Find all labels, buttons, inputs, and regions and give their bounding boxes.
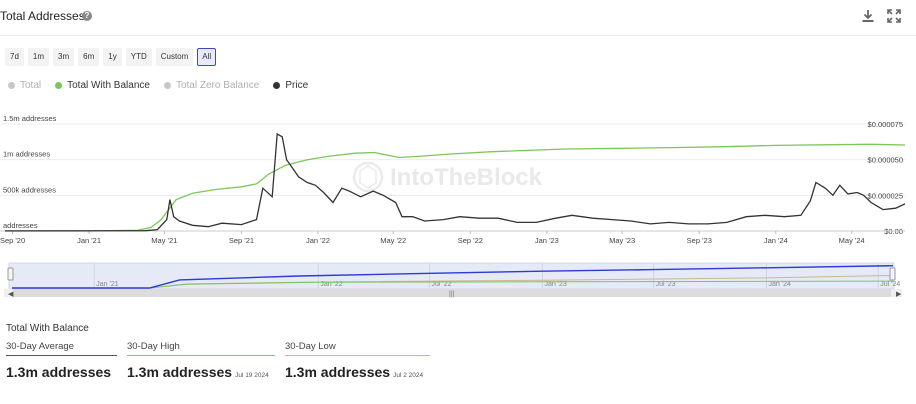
x-tick-label: May '24 bbox=[839, 236, 865, 245]
range-3m-button[interactable]: 3m bbox=[53, 48, 75, 66]
navigator-scrollbar-thumb[interactable] bbox=[13, 289, 891, 297]
y-right-tick-label: $0.000075 bbox=[868, 120, 903, 129]
navigator-line-total bbox=[12, 265, 894, 289]
x-tick-label: May '22 bbox=[380, 236, 406, 245]
legend-label-total-with-balance: Total With Balance bbox=[67, 80, 150, 91]
x-tick-label: Jan '21 bbox=[77, 236, 101, 245]
navigator-tick-label: Jan '21 bbox=[96, 281, 118, 288]
stat-value-low: 1.3m addresses Jul 2 2024 bbox=[285, 364, 430, 380]
watermark-text: IntoTheBlock bbox=[390, 164, 543, 191]
range-all-button[interactable]: All bbox=[197, 48, 217, 66]
scrollbar-grip-icon: ||| bbox=[449, 291, 455, 298]
range-selector: 7d 1m 3m 6m 1y YTD Custom All bbox=[5, 48, 217, 66]
y-left-tick-label: 500k addresses bbox=[3, 185, 56, 194]
navigator-left-handle[interactable] bbox=[7, 267, 14, 281]
x-tick-label: Jan '23 bbox=[535, 236, 559, 245]
stat-date-high: Jul 19 2024 bbox=[235, 372, 269, 379]
watermark-logo-icon bbox=[352, 161, 384, 193]
y-left-tick-label: addresses bbox=[3, 221, 38, 230]
chart-legend: Total Total With Balance Total Zero Bala… bbox=[8, 80, 308, 91]
legend-item-total[interactable]: Total bbox=[8, 80, 41, 91]
main-chart: IntoTheBlock addresses 500k addresses 1m a… bbox=[0, 114, 906, 298]
series-line-total-with-balance bbox=[5, 143, 906, 232]
stats-title: Total With Balance bbox=[6, 323, 89, 334]
expand-icon[interactable] bbox=[887, 9, 901, 23]
navigator-tick-label: Jul '23 bbox=[656, 281, 676, 288]
stat-date-low: Jul 2 2024 bbox=[393, 372, 424, 379]
navigator-tick-label: Jan '24 bbox=[769, 281, 791, 288]
legend-label-price: Price bbox=[285, 80, 309, 91]
x-tick-label: Sep '23 bbox=[687, 236, 712, 245]
x-tick-label: Jan '22 bbox=[306, 236, 330, 245]
scroll-left-icon[interactable]: ◀ bbox=[8, 291, 14, 298]
navigator-right-handle[interactable] bbox=[889, 267, 896, 281]
x-tick-label: Sep '20 bbox=[0, 236, 25, 245]
page-title: Total Addresses bbox=[0, 9, 85, 23]
y-left-tick-label: 1.5m addresses bbox=[3, 114, 57, 123]
stat-30-day-high: 30-Day High 1.3m addresses Jul 19 2024 bbox=[127, 341, 275, 380]
stat-30-day-average: 30-Day Average 1.3m addresses bbox=[6, 341, 117, 380]
stat-value-average-text: 1.3m addresses bbox=[6, 364, 112, 380]
legend-label-total-zero-balance: Total Zero Balance bbox=[175, 80, 260, 91]
x-tick-label: May '21 bbox=[151, 236, 177, 245]
range-1m-button[interactable]: 1m bbox=[27, 48, 50, 66]
stat-value-average: 1.3m addresses bbox=[6, 364, 117, 380]
legend-dot-total-with-balance bbox=[55, 82, 63, 89]
legend-item-total-with-balance[interactable]: Total With Balance bbox=[55, 80, 150, 91]
navigator-tick-label: Jul '24 bbox=[880, 281, 900, 288]
y-right-tick-label: $0.000050 bbox=[868, 156, 903, 165]
navigator-window[interactable] bbox=[8, 262, 895, 290]
range-6m-button[interactable]: 6m bbox=[78, 48, 100, 66]
stat-value-low-text: 1.3m addresses bbox=[285, 364, 391, 380]
help-icon[interactable]: ? bbox=[82, 11, 92, 21]
legend-dot-total bbox=[8, 82, 15, 89]
stat-value-high-text: 1.3m addresses bbox=[127, 364, 233, 380]
y-left-tick-label: 1m addresses bbox=[3, 150, 50, 159]
range-7d-button[interactable]: 7d bbox=[5, 48, 24, 66]
legend-item-price[interactable]: Price bbox=[273, 80, 308, 91]
legend-item-total-zero-balance[interactable]: Total Zero Balance bbox=[163, 80, 260, 91]
x-tick-label: Sep '22 bbox=[458, 236, 483, 245]
navigator-tick-label: Jul '22 bbox=[431, 281, 451, 288]
series-line-price bbox=[4, 132, 906, 232]
navigator-tick-label: Jan '23 bbox=[544, 281, 566, 288]
stat-value-high: 1.3m addresses Jul 19 2024 bbox=[127, 364, 275, 380]
legend-dot-price bbox=[273, 82, 281, 89]
stat-label-low: 30-Day Low bbox=[285, 341, 430, 356]
range-ytd-button[interactable]: YTD bbox=[125, 48, 152, 66]
range-1y-button[interactable]: 1y bbox=[103, 48, 122, 66]
stat-30-day-low: 30-Day Low 1.3m addresses Jul 2 2024 bbox=[285, 341, 430, 380]
y-right-tick-label: $0.000025 bbox=[868, 191, 903, 200]
legend-label-total: Total bbox=[20, 80, 42, 91]
navigator-tick-label: Jan '22 bbox=[320, 281, 342, 288]
range-custom-button[interactable]: Custom bbox=[155, 48, 194, 66]
scroll-right-icon[interactable]: ▶ bbox=[896, 291, 902, 298]
watermark-hex-icon bbox=[359, 165, 377, 189]
legend-dot-total-zero-balance bbox=[163, 82, 171, 89]
x-tick-label: May '23 bbox=[609, 236, 635, 245]
download-icon[interactable] bbox=[861, 9, 875, 23]
stat-label-average: 30-Day Average bbox=[6, 341, 117, 356]
x-tick-label: Sep '21 bbox=[229, 236, 254, 245]
x-tick-label: Jan '24 bbox=[764, 236, 788, 245]
stat-label-high: 30-Day High bbox=[127, 341, 275, 356]
header-divider bbox=[0, 35, 916, 36]
